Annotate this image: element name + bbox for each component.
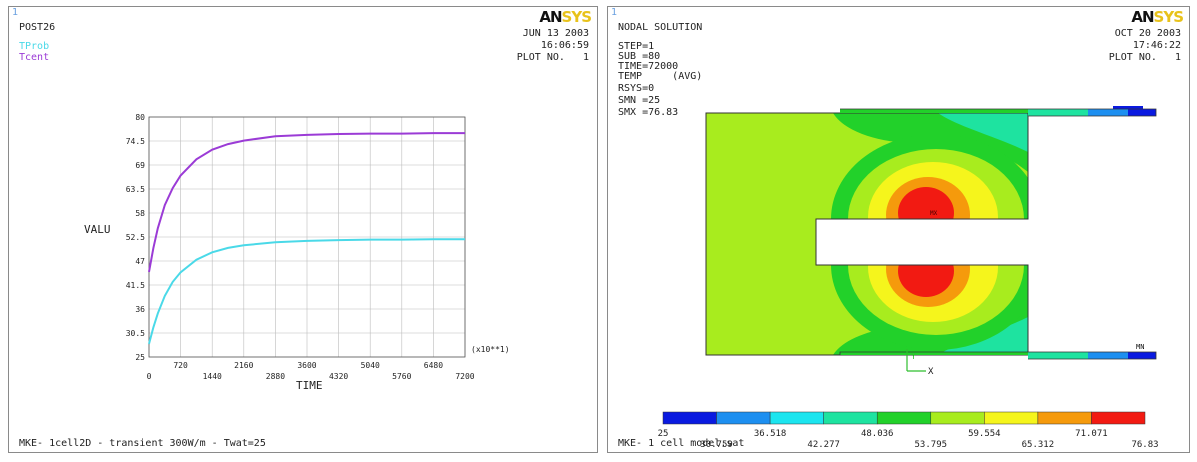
legend-swatch	[1037, 411, 1092, 425]
plot-time: 16:06:59	[540, 40, 589, 51]
legend-value: 42.277	[807, 440, 840, 450]
window-number: 1	[611, 7, 618, 18]
legend-value: 48.036	[861, 429, 894, 439]
legend-swatch	[984, 411, 1039, 425]
ansys-logo: ANSYS	[1131, 8, 1184, 26]
x-axis-label: TIME	[296, 379, 323, 392]
info-step: STEP=1	[618, 41, 655, 52]
top-fin-tab	[1113, 106, 1143, 109]
x-tick-label: 7200	[455, 372, 474, 381]
legend-value: 53.795	[915, 440, 948, 450]
legend-item-tprob: TProb	[19, 41, 50, 52]
chart-grid	[148, 116, 466, 358]
plot-area-border	[148, 116, 466, 358]
contour-band-teal-top	[938, 113, 1028, 152]
plot-frame	[148, 116, 466, 358]
legend-swatch	[662, 411, 717, 425]
top-fin-darkblue	[1128, 109, 1156, 116]
y-tick-label: 63.5	[126, 185, 145, 194]
body-outline	[705, 112, 1029, 356]
bottom-fin-teal	[1028, 352, 1088, 359]
y-tick-label: 25	[135, 353, 145, 362]
ansys-logo: ANSYS	[539, 8, 592, 26]
bottom-fin-blue	[1088, 352, 1128, 359]
y-tick-label: 69	[135, 161, 145, 170]
window-number: 1	[12, 7, 19, 18]
contour-band-red-bottom	[898, 245, 954, 297]
x-tick-label: 6480	[424, 361, 443, 370]
info-temp: TEMP (AVG)	[618, 71, 703, 82]
graph-window: 1 POST26 TProb Tcent ANSYS JUN 13 2003 1…	[8, 6, 598, 453]
y-tick-label: 80	[135, 113, 145, 122]
y-tick-label: 36	[135, 305, 145, 314]
bottom-fin-green	[840, 352, 1028, 355]
legend-value: 36.518	[754, 429, 787, 439]
x-tick-label: 3600	[297, 361, 316, 370]
legend-swatch	[769, 411, 824, 425]
solution-title: NODAL SOLUTION	[618, 22, 703, 33]
x-tick-label: 0	[147, 372, 152, 381]
footer-title: MKE- 1cell2D - transient 300W/m - Twat=2…	[19, 438, 266, 449]
legend-swatch	[1091, 411, 1146, 425]
y-axis-label: VALU	[84, 223, 111, 236]
legend-value: 71.071	[1075, 429, 1108, 439]
legend-swatch	[716, 411, 771, 425]
min-marker: MN	[1136, 343, 1144, 351]
x-tick-label: 720	[173, 361, 188, 370]
plot-time: 17:46:22	[1132, 40, 1181, 51]
triad-y-label: Y	[911, 352, 916, 361]
legend-swatch	[930, 411, 985, 425]
info-smx: SMX =76.83	[618, 107, 679, 118]
time-history-chart: 80 74.5 69 63.5 58 52.5 47 41.5 36 30.5 25 720 2160…	[84, 113, 510, 392]
legend-value: 30.759	[700, 440, 733, 450]
plot-date: OCT 20 2003	[1114, 28, 1181, 39]
triad-x-label: X	[928, 367, 934, 377]
series-line-tprob	[148, 238, 465, 345]
legend-value: 25	[658, 429, 669, 439]
y-tick-label: 58	[135, 209, 145, 218]
y-tick-label: 74.5	[126, 137, 145, 146]
top-fin-green	[840, 109, 1028, 113]
footer-title: MKE- 1 cell model.sat	[618, 438, 745, 449]
x-tick-label: 4320	[329, 372, 348, 381]
x-tick-label: 1440	[203, 372, 222, 381]
y-tick-label: 41.5	[126, 281, 145, 290]
contour-band-red-top	[898, 187, 954, 239]
y-tick-label: 47	[135, 257, 145, 266]
x-tick-label: 2880	[266, 372, 285, 381]
plot-number: PLOT NO. 1	[1108, 52, 1181, 63]
legend-value: 76.83	[1131, 440, 1158, 450]
info-smn: SMN =25	[618, 95, 661, 106]
contour-body	[706, 113, 1028, 355]
bottom-fin-darkblue	[1128, 352, 1156, 359]
x-tick-label: 2160	[234, 361, 253, 370]
y-tick-label: 52.5	[126, 233, 145, 242]
plot-date: JUN 13 2003	[522, 28, 589, 39]
x-tick-label: 5760	[392, 372, 411, 381]
x-tick-label: 5040	[361, 361, 380, 370]
program-name: POST26	[19, 22, 56, 33]
legend-swatch	[823, 411, 878, 425]
top-fin-blue	[1088, 109, 1128, 116]
temperature-contour-plot: MX MN Y X	[705, 106, 1157, 377]
info-sub: SUB =80	[618, 51, 661, 62]
legend-value: 65.312	[1022, 440, 1055, 450]
plot-number: PLOT NO. 1	[516, 52, 589, 63]
y-tick-label: 30.5	[126, 329, 145, 338]
contour-legend: 25 36.518 48.036 59.554 71.071 30.759 42.277 53…	[658, 411, 1159, 450]
top-fin-teal	[1028, 109, 1088, 116]
info-time: TIME=72000	[618, 61, 679, 72]
legend-item-tcent: Tcent	[19, 52, 50, 63]
info-rsys: RSYS=0	[618, 83, 655, 94]
contour-window: 1 NODAL SOLUTION STEP=1 SUB =80 TIME=720…	[607, 6, 1190, 453]
series-line-tcent	[148, 132, 465, 273]
legend-value: 59.554	[968, 429, 1001, 439]
legend-swatch	[876, 411, 932, 425]
x-multiplier: (x10**1)	[471, 345, 510, 354]
max-marker: MX	[930, 210, 938, 217]
